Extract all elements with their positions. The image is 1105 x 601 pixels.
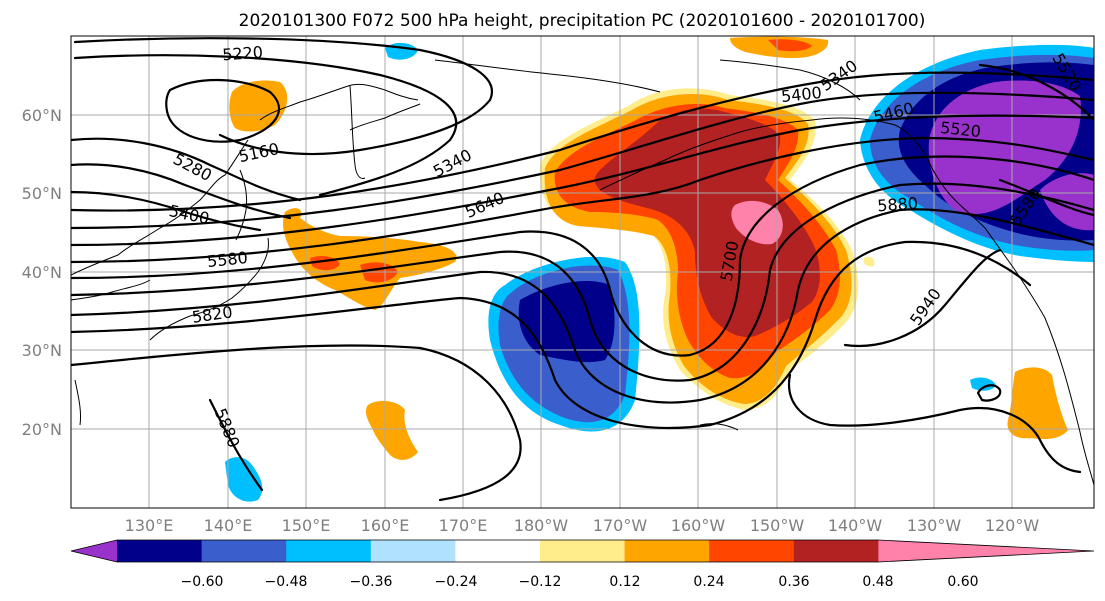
contour-label: 5220 (222, 43, 264, 65)
colorbar (70, 539, 1095, 563)
lon-label: 170°E (439, 516, 488, 535)
lon-label: 130°E (125, 516, 174, 535)
colorbar-segment (709, 540, 795, 562)
colorbar-segment (201, 540, 287, 562)
colorbar-tick-label: −0.48 (265, 574, 308, 590)
map-frame (70, 35, 1095, 509)
colorbar-ticks: −0.60 −0.48 −0.36 −0.24 −0.12 0.12 0.24 … (181, 574, 979, 590)
colorbar-segment (286, 540, 372, 562)
lon-label: 150°E (282, 516, 331, 535)
colorbar-segment (370, 540, 456, 562)
precip-anomaly-negative-central (488, 256, 640, 432)
colorbar-segment (455, 540, 541, 562)
lon-label: 130°W (907, 516, 962, 535)
colorbar-tick-label: −0.24 (435, 574, 478, 590)
lon-label: 170°W (593, 516, 648, 535)
lon-label: 160°E (361, 516, 410, 535)
height-contours (71, 37, 1094, 502)
lat-label: 30°N (22, 341, 62, 360)
lon-label: 160°W (671, 516, 726, 535)
contour-label: 5880 (877, 194, 919, 216)
colorbar-segment (793, 540, 879, 562)
colorbar-segment (117, 540, 203, 562)
lat-label: 20°N (22, 420, 62, 439)
lon-label: 140°E (204, 516, 253, 535)
colorbar-outline (70, 539, 1095, 563)
colorbar-tick-label: 0.24 (693, 574, 724, 590)
contour-label: 5580 (206, 248, 248, 271)
colorbar-segment (540, 540, 626, 562)
latitude-labels: 60°N 50°N 40°N 30°N 20°N (22, 106, 62, 439)
contour-label: 5520 (939, 118, 981, 141)
lon-label: 180°W (514, 516, 569, 535)
colorbar-tick-label: −0.12 (519, 574, 562, 590)
lat-label: 60°N (22, 106, 62, 125)
colorbar-tick-label: 0.12 (609, 574, 640, 590)
colorbar-segment (624, 540, 710, 562)
figure-title: 2020101300 F072 500 hPa height, precipit… (239, 11, 926, 31)
lon-label: 120°W (985, 516, 1040, 535)
colorbar-extend-min (71, 540, 117, 562)
longitude-labels: 130°E 140°E 150°E 160°E 170°E 180°W 170°… (125, 516, 1040, 535)
colorbar-tick-label: 0.36 (778, 574, 809, 590)
colorbar-tick-label: 0.60 (947, 574, 978, 590)
colorbar-tick-label: 0.48 (862, 574, 893, 590)
precip-anomaly-positive-west (229, 36, 1068, 460)
map-layers: 5220 5160 5280 5400 5340 5400 5340 5460 … (71, 36, 1094, 508)
lat-label: 50°N (22, 184, 62, 203)
colorbar-tick-label: −0.36 (350, 574, 393, 590)
map-gridlines (71, 36, 1094, 508)
contour-label: 5400 (780, 83, 822, 106)
lat-label: 40°N (22, 263, 62, 282)
colorbar-tick-label: −0.60 (181, 574, 224, 590)
precip-anomaly-negative-east (860, 44, 1094, 262)
colorbar-extend-max (878, 540, 1094, 562)
lon-label: 140°W (828, 516, 883, 535)
lon-label: 150°W (750, 516, 805, 535)
